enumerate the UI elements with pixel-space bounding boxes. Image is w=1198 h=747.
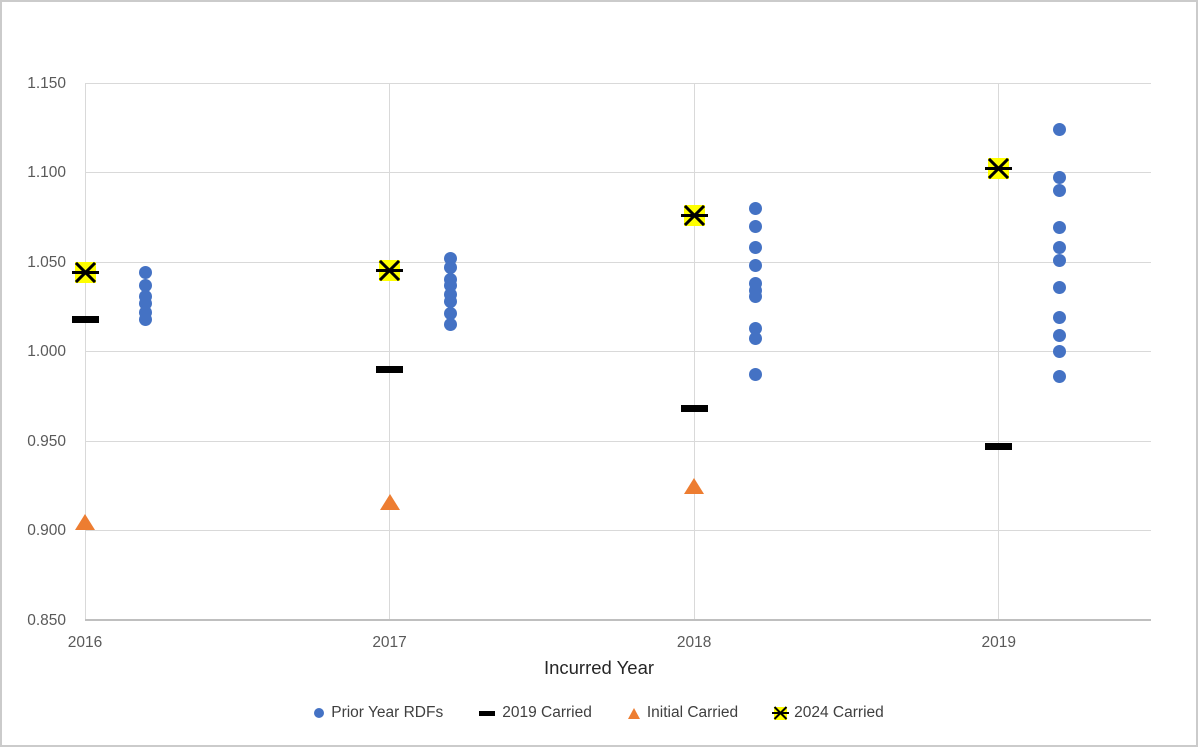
y-tick-label: 1.050 [27, 253, 66, 271]
point-prior-year-rdfs [1053, 328, 1067, 342]
point-prior-year-rdfs [443, 260, 457, 274]
point-prior-year-rdfs [748, 289, 762, 303]
y-tick-label: 0.950 [27, 432, 66, 450]
point-prior-year-rdfs [1053, 280, 1067, 294]
point-prior-year-rdfs [748, 332, 762, 346]
xmark-stroke [71, 271, 99, 275]
legend-label: Initial Carried [646, 704, 739, 721]
legend-label: Prior Year RDFs [331, 704, 444, 721]
point-prior-year-rdfs [748, 368, 762, 382]
y-tick-label: 0.850 [27, 611, 66, 629]
point-2019-carried [680, 405, 708, 413]
xmark-stroke [985, 167, 1013, 171]
gridline-horizontal [85, 172, 1151, 173]
xmark-stroke [680, 213, 708, 217]
point-prior-year-rdfs [139, 278, 153, 292]
point-initial-carried [379, 493, 400, 510]
y-tick-label: 1.000 [27, 343, 66, 360]
point-prior-year-rdfs [443, 294, 457, 308]
x-marker-icon [772, 706, 790, 720]
point-prior-year-rdfs [748, 259, 762, 273]
point-2019-carried [376, 365, 404, 373]
x-axis-line [85, 619, 1151, 621]
xmark-stroke [376, 269, 404, 273]
point-prior-year-rdfs [1053, 171, 1067, 185]
legend-item-prior-year-rdfs: Prior Year RDFs [314, 704, 443, 722]
gridline-vertical [389, 83, 391, 620]
gridline-vertical [84, 83, 86, 620]
point-prior-year-rdfs [1053, 183, 1067, 197]
point-2024-carried [71, 262, 99, 284]
point-prior-year-rdfs [1053, 221, 1067, 235]
y-tick-label: 1.150 [27, 74, 66, 92]
gridline-horizontal [85, 82, 1151, 84]
legend-label: 2019 Carried [502, 704, 592, 721]
point-2024-carried [985, 158, 1013, 180]
triangle-marker-icon [627, 707, 640, 719]
point-prior-year-rdfs [139, 266, 153, 280]
point-initial-carried [75, 513, 95, 530]
point-prior-year-rdfs [748, 201, 762, 215]
gridline-horizontal [85, 440, 1151, 442]
x-tick-label: 2019 [981, 634, 1016, 651]
xmark-stroke [772, 712, 790, 714]
legend-item-2019-carried: 2019 Carried [479, 704, 592, 722]
y-tick-label: 1.100 [27, 164, 66, 181]
point-prior-year-rdfs [443, 318, 457, 332]
point-prior-year-rdfs [443, 307, 457, 321]
legend-item-2024-carried: 2024 Carried [772, 704, 884, 722]
point-2024-carried [376, 260, 404, 282]
x-axis-title: Incurred Year [543, 657, 655, 678]
gridline-vertical [998, 83, 1000, 620]
point-2019-carried [985, 442, 1013, 450]
point-prior-year-rdfs [1053, 241, 1067, 255]
gridline-horizontal [85, 530, 1151, 531]
point-prior-year-rdfs [1053, 253, 1067, 267]
point-prior-year-rdfs [748, 219, 762, 233]
legend: Prior Year RDFs 2019 Carried Initial Carri… [2, 704, 1196, 722]
dash-marker-icon [479, 710, 496, 716]
y-tick-label: 0.900 [27, 522, 66, 539]
point-prior-year-rdfs [1053, 310, 1067, 324]
gridline-horizontal [85, 261, 1151, 263]
gridline-horizontal [85, 351, 1151, 352]
point-prior-year-rdfs [1053, 370, 1067, 384]
circle-marker-icon [314, 708, 325, 718]
point-2024-carried [680, 204, 708, 227]
x-tick-label: 2018 [676, 634, 712, 651]
point-prior-year-rdfs [748, 241, 762, 255]
point-prior-year-rdfs [139, 312, 153, 326]
gridline-vertical [693, 83, 695, 620]
point-prior-year-rdfs [748, 321, 762, 335]
point-prior-year-rdfs [1053, 345, 1067, 358]
legend-label: 2024 Carried [794, 704, 884, 721]
x-tick-label: 2017 [372, 634, 407, 651]
legend-item-initial-carried: Initial Carried [627, 704, 739, 722]
x-tick-label: 2016 [67, 634, 103, 651]
point-2019-carried [71, 315, 99, 323]
point-initial-carried [684, 477, 705, 494]
point-prior-year-rdfs [1053, 123, 1067, 137]
